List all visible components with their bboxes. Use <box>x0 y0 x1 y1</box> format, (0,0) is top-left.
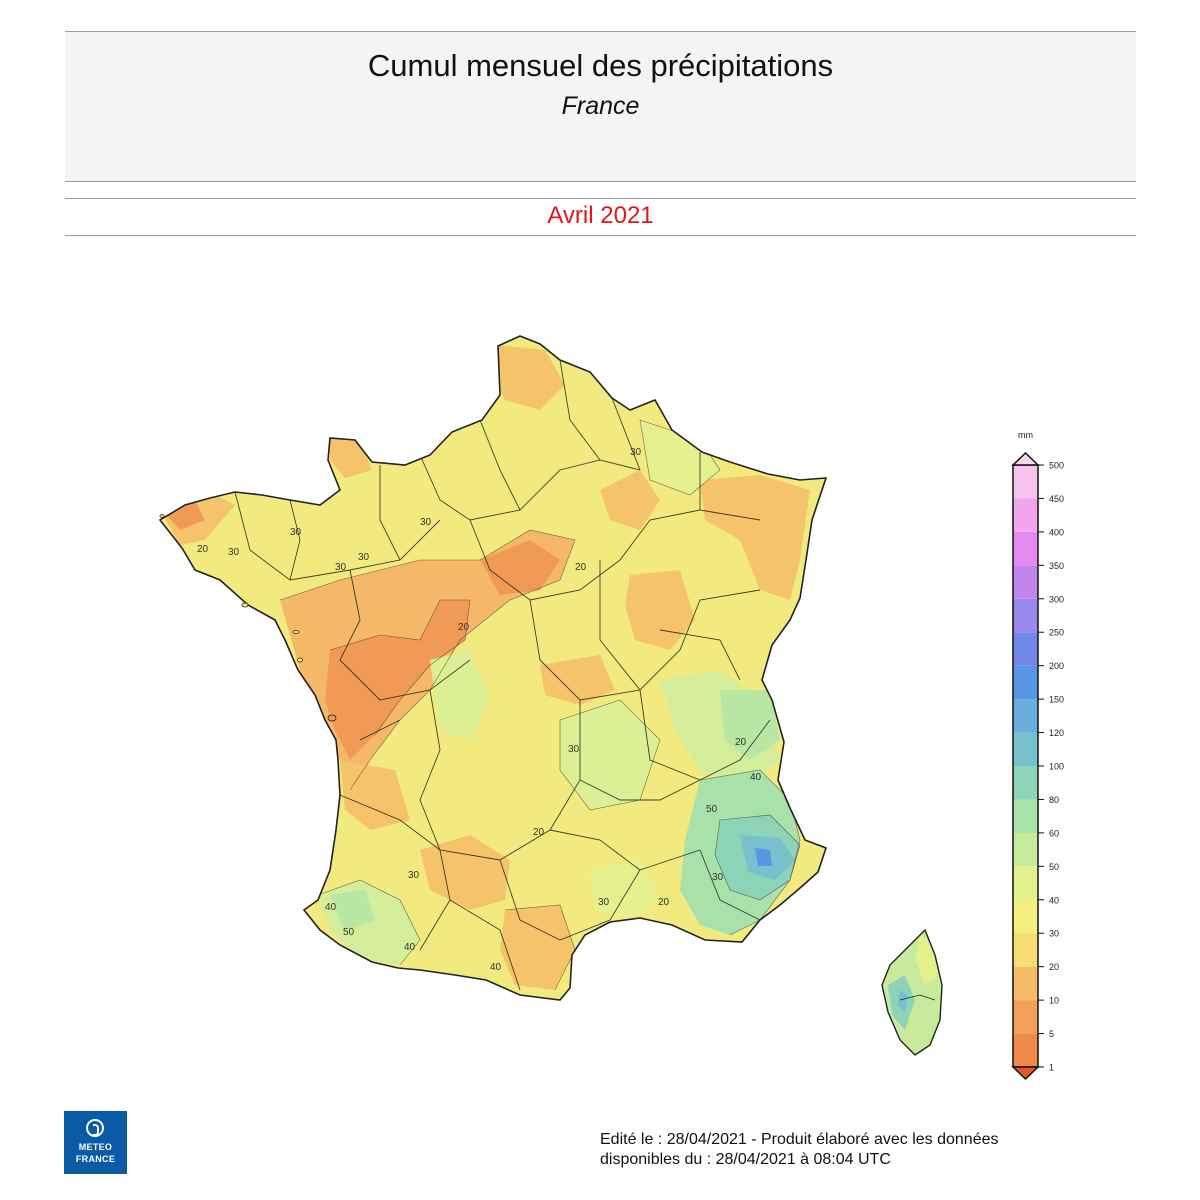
logo-line2: FRANCE <box>75 1154 116 1164</box>
title-panel: Cumul mensuel des précipitations France <box>65 31 1136 182</box>
legend-tick-label: 5 <box>1049 1029 1054 1039</box>
map-title: Cumul mensuel des précipitations <box>367 48 834 83</box>
legend-segment <box>1013 1033 1038 1067</box>
legend-segment <box>1013 465 1038 499</box>
corsica <box>881 928 943 1056</box>
contour-label: 20 <box>735 737 747 748</box>
legend-tick-label: 30 <box>1049 929 1059 939</box>
legend-tick-label: 400 <box>1049 527 1064 537</box>
legend-segment <box>1013 565 1038 599</box>
legend-tick-label: 60 <box>1049 828 1059 838</box>
legend-segment <box>1013 1000 1038 1034</box>
legend-segment <box>1013 799 1038 833</box>
legend-tick-label: 100 <box>1049 762 1064 772</box>
contour-label: 40 <box>750 772 762 783</box>
meteo-france-logo: METEO FRANCE <box>64 1111 127 1174</box>
legend-segment <box>1013 699 1038 733</box>
logo-icon <box>86 1119 104 1137</box>
contour-label: 20 <box>197 544 209 555</box>
legend-segment <box>1013 966 1038 1001</box>
legend-tick-label: 150 <box>1049 695 1064 705</box>
contour-label: 30 <box>290 527 302 538</box>
legend-tick-label: 120 <box>1049 728 1064 738</box>
legend-tick-label: 1 <box>1049 1063 1054 1073</box>
legend-segment <box>1013 665 1038 700</box>
legend-segment <box>1013 899 1038 934</box>
contour-label: 30 <box>335 562 347 573</box>
contour-label: 20 <box>575 562 587 573</box>
legend-tick-label: 300 <box>1049 594 1064 604</box>
legend-tick-label: 350 <box>1049 561 1064 571</box>
contour-label: 40 <box>404 942 416 953</box>
contour-label: 30 <box>228 547 240 558</box>
contour-label: 40 <box>490 962 502 973</box>
footer-line1: Edité le : 28/04/2021 - Produit élaboré … <box>600 1131 999 1148</box>
contour-label-group: 30 30 30 20 30 30 20 30 40 50 30 20 20 4… <box>197 447 762 973</box>
contour-label: 40 <box>325 902 337 913</box>
contour-label: 50 <box>343 927 355 938</box>
legend-tick-label: 50 <box>1049 862 1059 872</box>
map-subtitle: France <box>561 92 640 120</box>
legend-segment <box>1013 598 1038 633</box>
legend-segment <box>1013 933 1038 967</box>
contour-label: 30 <box>598 897 610 908</box>
legend-tick-label: 80 <box>1049 795 1059 805</box>
legend-tick-label: 10 <box>1049 996 1059 1006</box>
coastal-islands <box>159 514 337 722</box>
legend-tick-label: 450 <box>1049 494 1064 504</box>
contour-label: 30 <box>358 552 370 563</box>
department-boundaries <box>234 359 771 991</box>
period-label: Avril 2021 <box>547 202 654 229</box>
legend-tick-label: 40 <box>1049 895 1059 905</box>
contour-label: 30 <box>420 517 432 528</box>
contour-label: 50 <box>706 804 718 815</box>
contour-label: 30 <box>630 447 642 458</box>
contour-label: 30 <box>408 870 420 881</box>
logo-line1: METEO <box>78 1142 113 1152</box>
legend-tick-label: 20 <box>1049 962 1059 972</box>
footer-line2: disponibles du : 28/04/2021 à 08:04 UTC <box>600 1151 891 1168</box>
period-panel: Avril 2021 <box>65 198 1136 236</box>
legend-tick-label: 200 <box>1049 661 1064 671</box>
legend-colorbar: 1 5 10 20 30 40 50 60 80 100 120 150 200 250 300 350 400… <box>1011 451 1064 1081</box>
legend-segment <box>1013 832 1038 867</box>
legend-unit: mm <box>1018 430 1033 440</box>
legend-min-arrow <box>1011 1066 1040 1081</box>
legend-max-arrow <box>1011 451 1040 466</box>
contour-label: 20 <box>533 827 545 838</box>
legend-segment <box>1013 866 1038 900</box>
contour-lines <box>279 419 801 991</box>
contour-label: 30 <box>568 744 580 755</box>
legend-tick-label: 250 <box>1049 628 1064 638</box>
legend-segment <box>1013 498 1038 532</box>
contour-label: 20 <box>458 622 470 633</box>
legend-segment <box>1013 531 1038 566</box>
footer-note: Edité le : 28/04/2021 - Produit élaboré … <box>600 1130 1160 1170</box>
legend-segment <box>1013 632 1038 666</box>
legend-tick-label: 500 <box>1049 461 1064 471</box>
contour-label: 20 <box>658 897 670 908</box>
contour-label: 30 <box>712 872 724 883</box>
legend-segment <box>1013 766 1038 800</box>
legend-segment <box>1013 732 1038 766</box>
